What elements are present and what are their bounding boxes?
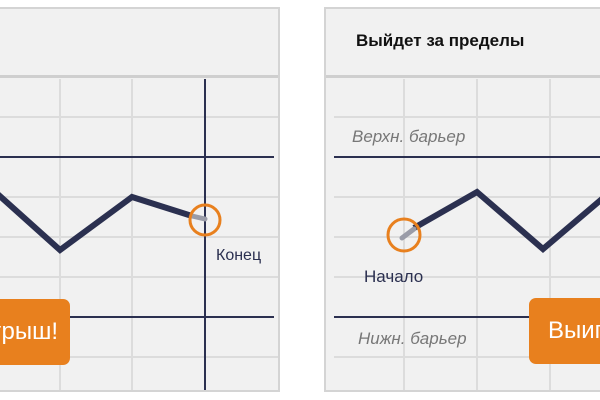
right-panel-header: Выйдет за пределы [326, 9, 600, 78]
lower-barrier-label: Нижн. барьер [358, 329, 467, 348]
end-label: Конец [216, 247, 262, 264]
win-button-label: Выигрыш! [548, 317, 600, 344]
price-line-tail [189, 213, 208, 222]
win-button-label: Выигрыш! [0, 318, 58, 345]
price-line-start [399, 226, 417, 241]
end-point-marker [188, 203, 222, 237]
start-label: Начало [364, 267, 424, 286]
price-line [0, 192, 193, 254]
right-panel: Выйдет за пределы Верхн. барьер Начало Н… [324, 7, 600, 392]
right-chart [334, 79, 600, 390]
win-button[interactable]: Выигрыш! [529, 298, 600, 364]
left-panel: Конец Выигрыш! [0, 7, 280, 392]
price-line [412, 188, 600, 253]
panel-title: Выйдет за пределы [356, 31, 525, 50]
start-point-marker [386, 217, 422, 253]
win-button[interactable]: Выигрыш! [0, 299, 70, 365]
left-panel-header [0, 9, 278, 78]
upper-barrier-label: Верхн. барьер [352, 127, 466, 146]
